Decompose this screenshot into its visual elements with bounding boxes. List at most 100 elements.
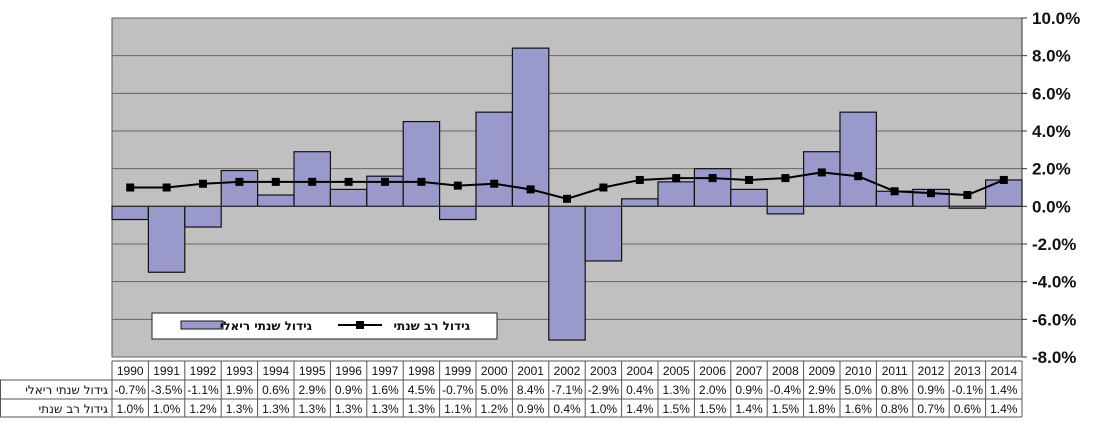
line-point [635,175,644,184]
data-label: 1.0% [153,402,181,416]
data-label: -0.1% [952,383,984,397]
data-label: -2.9% [588,383,620,397]
data-label: 1.4% [626,402,654,416]
legend-marker [356,321,364,329]
line-point [526,185,535,194]
line-point [381,177,389,186]
x-tick-label: 2010 [845,364,872,378]
data-label: 1.5% [772,402,800,416]
bar [147,205,186,273]
data-label: 1.3% [226,402,254,416]
data-label: 1.6% [371,383,399,397]
data-label: 1.3% [663,383,691,397]
x-tick-label: 1994 [262,364,289,378]
y-tick-label: 2.0% [1032,160,1071,179]
bar [657,181,696,207]
bar [548,205,586,341]
data-label: 1.2% [189,402,217,416]
x-tick-label: 2002 [554,364,581,378]
data-label: -1.1% [187,383,219,397]
table-row-label: גידול רב שנתי [39,402,109,416]
data-label: 1.8% [808,402,836,416]
x-tick-label: 2004 [626,364,653,378]
data-label: 8.4% [517,383,545,397]
data-label: 1.4% [990,402,1018,416]
data-label: 1.0% [117,402,145,416]
line-point [199,179,207,188]
y-tick-label: 4.0% [1032,122,1071,141]
data-label: -0.7% [115,383,147,397]
data-label: 4.5% [408,383,436,397]
x-tick-label: 2012 [918,364,945,378]
data-label: 2.9% [808,383,836,397]
line-point [490,179,499,188]
data-label: 1.5% [699,402,727,416]
data-label: -0.4% [770,383,802,397]
x-tick-label: 2003 [590,364,617,378]
line-point [271,177,280,186]
bar [620,198,659,207]
data-label: 1.3% [262,402,290,416]
x-tick-label: 2013 [954,364,981,378]
data-label: -7.1% [551,383,583,397]
data-label: 1.9% [226,383,254,397]
x-tick-label: 1990 [117,364,144,378]
bar [475,111,514,207]
data-label: 1.3% [371,402,399,416]
line-point [162,183,171,192]
line-point [126,183,135,192]
bar [839,111,878,207]
legend-swatch-bar [180,320,224,330]
legend: גידול שנתי ריאלי גידול רב שנתי [151,312,498,340]
y-tick-label: 10.0% [1032,9,1080,28]
data-label: 0.9% [735,383,763,397]
x-tick-label: 2014 [990,364,1017,378]
line-point [344,177,353,186]
y-tick-label: 6.0% [1032,84,1071,103]
line-point [672,174,681,183]
data-label: 0.9% [917,383,945,397]
line-point [927,189,935,198]
y-tick-label: 0.0% [1032,197,1071,216]
legend-label: גידול רב שנתי [394,319,471,333]
x-tick-label: 1991 [153,364,180,378]
x-tick-label: 2009 [808,364,835,378]
data-label: 1.6% [845,402,873,416]
data-label: -3.5% [151,383,183,397]
bar [257,194,295,207]
line-point [308,177,317,186]
data-label: 1.2% [481,402,509,416]
data-label: 1.4% [990,383,1018,397]
data-label: 5.0% [845,383,873,397]
line-point [854,172,863,181]
data-table: 1990 1991 1992 1993 1994 1995 1996 1997 1998 1999… [0,360,1023,418]
bar [402,120,441,207]
y-tick-label: -6.0% [1032,310,1076,329]
data-label: 0.9% [335,383,363,397]
bar [220,169,259,207]
bar [766,205,805,215]
x-tick-label: 2000 [481,364,508,378]
data-label: 1.1% [444,402,472,416]
data-label: 0.6% [262,383,290,397]
line-point [999,175,1008,184]
bar [584,205,623,262]
x-tick-label: 1998 [408,364,435,378]
data-label: 0.6% [954,402,982,416]
bar [329,188,368,207]
bar [511,47,550,207]
line-point [453,181,462,190]
bar-series [111,47,1023,341]
bar [184,205,222,228]
x-tick-label: 1999 [444,364,471,378]
y-tick-label: -4.0% [1032,273,1076,292]
data-label: 1.3% [408,402,436,416]
data-label: 0.4% [626,383,654,397]
data-label: 1.4% [735,402,763,416]
bar [439,205,477,221]
y-tick-label: -2.0% [1032,235,1076,254]
data-label: 0.8% [881,402,909,416]
data-label: 1.3% [335,402,363,416]
table-row-label: גידול שנתי ריאלי [25,383,108,397]
line-point [890,187,899,196]
